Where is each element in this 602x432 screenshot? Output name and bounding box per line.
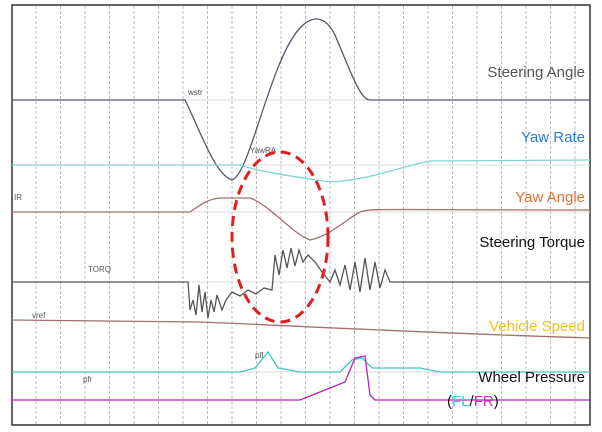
fr: FR: [474, 393, 494, 410]
label: Steering Torque: [479, 234, 585, 251]
fl: FL: [452, 393, 470, 410]
highlight-ellipse: [230, 150, 330, 324]
steering-torque-trace: [12, 247, 590, 319]
trace-name: TORQ: [88, 265, 111, 274]
trace-name: vref: [32, 311, 46, 320]
label: (FL/FR): [447, 393, 499, 410]
label: Yaw Rate: [521, 129, 585, 146]
label: Yaw Angle: [515, 189, 585, 206]
vehicle-speed-trace: [11, 319, 591, 339]
trace-name: pfl: [255, 351, 264, 360]
frame: [11, 4, 591, 426]
trace-name: IR: [14, 193, 22, 202]
slash: /: [470, 393, 475, 410]
trace-name: YawRA: [250, 146, 277, 155]
steering-angle-trace: [12, 18, 590, 181]
paren: (: [447, 393, 452, 410]
label: Steering Angle: [487, 64, 585, 81]
label: Wheel Pressure: [478, 369, 585, 386]
wheel-pressure-fr-trace: [12, 355, 590, 401]
yaw-rate-trace: [12, 159, 591, 183]
trace-name: wstr: [187, 88, 203, 97]
paren: ): [494, 393, 499, 410]
trace-name: pfr: [83, 375, 93, 384]
yaw-angle-trace: [12, 197, 591, 241]
wheel-pressure-fl-trace: [12, 350, 590, 373]
label: Vehicle Speed: [489, 318, 585, 335]
